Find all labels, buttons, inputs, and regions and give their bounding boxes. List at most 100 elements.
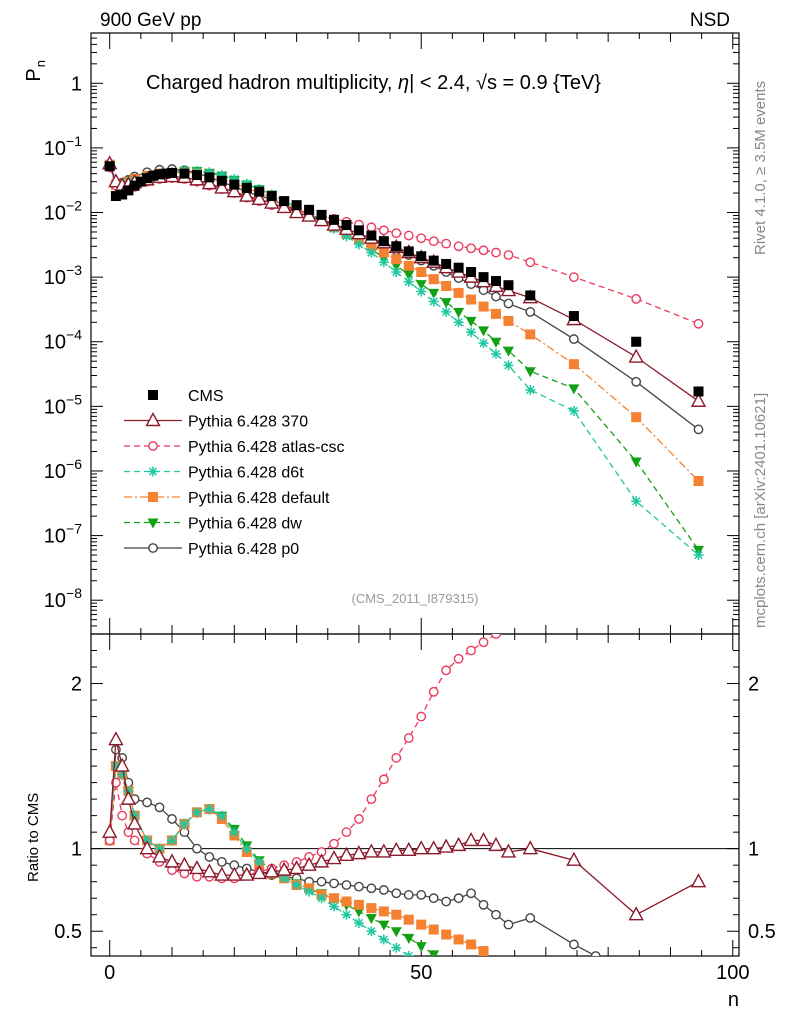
tick-exponent: −5 <box>66 391 82 407</box>
main-point-pythia-6-428-dw <box>403 270 415 281</box>
ratio-point-pythia-6-428-d6t <box>329 901 339 912</box>
main-point-pythia-6-428-default <box>403 260 414 271</box>
main-point-cms <box>478 272 489 283</box>
legend-marker <box>148 466 158 477</box>
tick-exponent: −1 <box>66 133 82 149</box>
main-point-cms <box>316 209 327 220</box>
legend-item-pythia-6-428-atlas-csc: Pythia 6.428 atlas-csc <box>124 439 345 456</box>
legend-marker <box>148 390 158 400</box>
main-point-pythia-6-428-p0 <box>525 306 536 317</box>
ratio-point-pythia-6-428-370 <box>313 853 330 868</box>
header-left: 900 GeV pp <box>100 10 201 31</box>
ratio-point-pythia-6-428-d6t <box>366 926 377 937</box>
legend-marker <box>147 518 159 529</box>
main-point-pythia-6-428-d6t <box>525 384 536 395</box>
main-point-pythia-6-428-p0 <box>693 424 704 435</box>
main-point-pythia-6-428-370 <box>214 179 230 194</box>
main-point-pythia-6-428-atlas-csc <box>391 228 402 239</box>
tick-exponent: −3 <box>66 262 82 278</box>
ratio-point-pythia-6-428-p0 <box>466 888 476 899</box>
main-point-cms <box>353 225 364 236</box>
ratio-point-pythia-6-428-dw <box>415 942 427 953</box>
ratio-point-pythia-6-428-370 <box>108 731 124 746</box>
main-point-pythia-6-428-atlas-csc <box>478 245 489 256</box>
ratio-point-pythia-6-428-atlas-csc <box>428 686 439 697</box>
main-point-pythia-6-428-dw <box>415 280 427 291</box>
main-point-pythia-6-428-d6t <box>466 327 477 338</box>
ratio-point-pythia-6-428-370 <box>628 906 644 921</box>
main-y-tick-label: 10−8 <box>44 585 82 612</box>
ratio-point-pythia-6-428-370 <box>201 863 218 878</box>
ratio-point-pythia-6-428-atlas-csc <box>129 835 140 846</box>
ratio-point-pythia-6-428-atlas-csc <box>117 810 128 821</box>
main-point-pythia-6-428-default <box>491 308 501 319</box>
ratio-point-pythia-6-428-370 <box>288 860 305 875</box>
ratio-point-pythia-6-428-dw <box>403 933 415 944</box>
main-point-pythia-6-428-p0 <box>503 298 514 309</box>
main-point-pythia-6-428-dw <box>465 316 477 327</box>
main-y-label-text: P <box>23 68 45 81</box>
main-point-cms <box>179 168 190 179</box>
ratio-point-pythia-6-428-d6t <box>117 769 128 780</box>
ratio-y-axis: 0.5 0.5 1 1 2 2 <box>54 633 776 949</box>
main-y-tick-label: 1 <box>71 73 82 95</box>
main-point-pythia-6-428-default <box>525 329 536 340</box>
main-point-pythia-6-428-dw <box>490 337 502 348</box>
ratio-point-pythia-6-428-p0 <box>568 939 579 950</box>
main-y-label-sub: n <box>33 60 48 67</box>
main-point-cms <box>266 191 277 202</box>
ratio-point-pythia-6-428-d6t <box>279 873 290 884</box>
main-point-pythia-6-428-370 <box>239 187 255 202</box>
ratio-point-pythia-6-428-d6t <box>229 827 240 838</box>
main-point-cms <box>142 173 153 184</box>
ratio-point-pythia-6-428-p0 <box>491 909 501 920</box>
ratio-point-pythia-6-428-370 <box>151 848 168 863</box>
ratio-point-pythia-6-428-default <box>478 946 489 956</box>
main-point-cms <box>366 230 377 241</box>
main-point-pythia-6-428-atlas-csc <box>403 230 414 241</box>
analysis-tag: (CMS_2011_I879315) <box>352 591 479 606</box>
ratio-point-pythia-6-428-dw <box>353 907 365 918</box>
main-point-pythia-6-428-dw <box>568 384 580 395</box>
main-point-cms <box>216 175 227 186</box>
main-point-cms <box>416 251 427 262</box>
ratio-point-pythia-6-428-default <box>391 909 402 920</box>
main-point-cms <box>167 167 177 178</box>
main-point-cms <box>503 280 514 291</box>
main-point-cms <box>204 172 215 183</box>
main-point-pythia-6-428-p0 <box>568 334 579 344</box>
main-point-pythia-6-428-dw <box>524 367 536 378</box>
ratio-point-pythia-6-428-p0 <box>453 893 464 904</box>
ratio-point-pythia-6-428-p0 <box>204 852 215 862</box>
ratio-point-pythia-6-428-p0 <box>525 913 536 923</box>
ratio-point-pythia-6-428-atlas-csc <box>329 838 339 849</box>
main-point-cms <box>279 196 290 207</box>
ratio-plot-frame <box>90 633 740 957</box>
ratio-point-pythia-6-428-p0 <box>142 797 152 808</box>
ratio-point-pythia-6-428-p0 <box>216 856 227 867</box>
main-point-pythia-6-428-default <box>366 241 377 252</box>
ratio-point-pythia-6-428-370 <box>120 790 137 805</box>
ratio-point-pythia-6-428-370 <box>239 866 255 881</box>
ratio-line-pythia-6-428-dw <box>109 764 435 955</box>
main-point-cms <box>148 170 159 181</box>
main-point-pythia-6-428-d6t <box>568 405 579 416</box>
ratio-point-pythia-6-428-p0 <box>428 893 439 904</box>
ratio-point-pythia-6-428-default <box>466 939 477 950</box>
ratio-point-pythia-6-428-d6t <box>204 804 215 815</box>
main-point-pythia-6-428-atlas-csc <box>631 294 642 304</box>
ratio-point-pythia-6-428-370 <box>326 850 342 865</box>
main-point-cms <box>129 180 140 191</box>
main-point-pythia-6-428-370 <box>628 348 644 363</box>
main-point-cms <box>117 189 128 200</box>
tick-base: 10 <box>44 138 66 160</box>
ratio-point-pythia-6-428-d6t <box>179 818 190 829</box>
main-point-pythia-6-428-atlas-csc <box>503 250 514 260</box>
main-point-pythia-6-428-d6t <box>503 360 514 371</box>
ratio-point-pythia-6-428-370 <box>450 836 467 852</box>
ratio-point-pythia-6-428-370 <box>251 864 267 880</box>
ratio-point-pythia-6-428-p0 <box>154 802 165 813</box>
ratio-point-pythia-6-428-370 <box>566 851 582 866</box>
main-point-pythia-6-428-atlas-csc <box>428 236 439 247</box>
